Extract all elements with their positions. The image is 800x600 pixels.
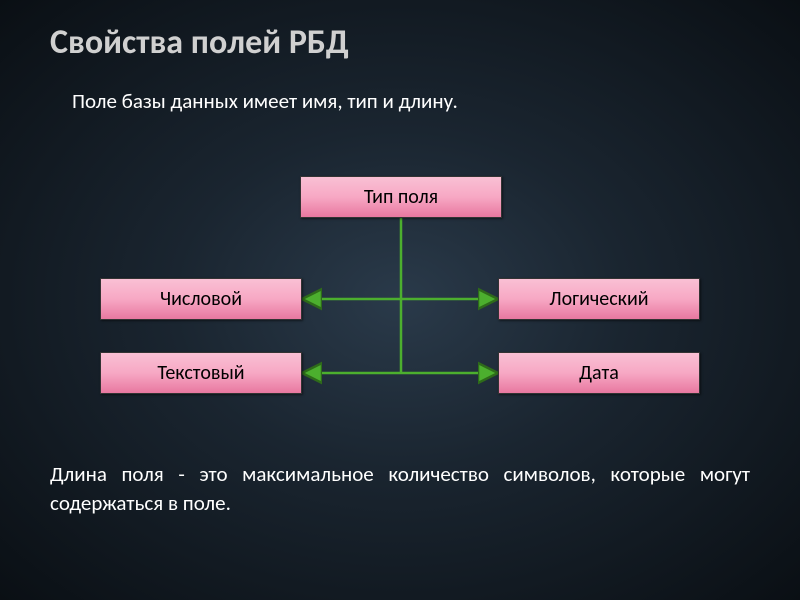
node-right2: Дата bbox=[498, 352, 700, 394]
node-left1: Числовой bbox=[100, 278, 302, 320]
page-title: Свойства полей РБД bbox=[50, 22, 349, 63]
page-subtitle: Поле базы данных имеет имя, тип и длину. bbox=[72, 88, 458, 114]
page-footer: Длина поля - это максимальное количество… bbox=[50, 460, 750, 519]
node-left2: Текстовый bbox=[100, 352, 302, 394]
node-root: Тип поля bbox=[300, 176, 502, 218]
node-right1: Логический bbox=[498, 278, 700, 320]
